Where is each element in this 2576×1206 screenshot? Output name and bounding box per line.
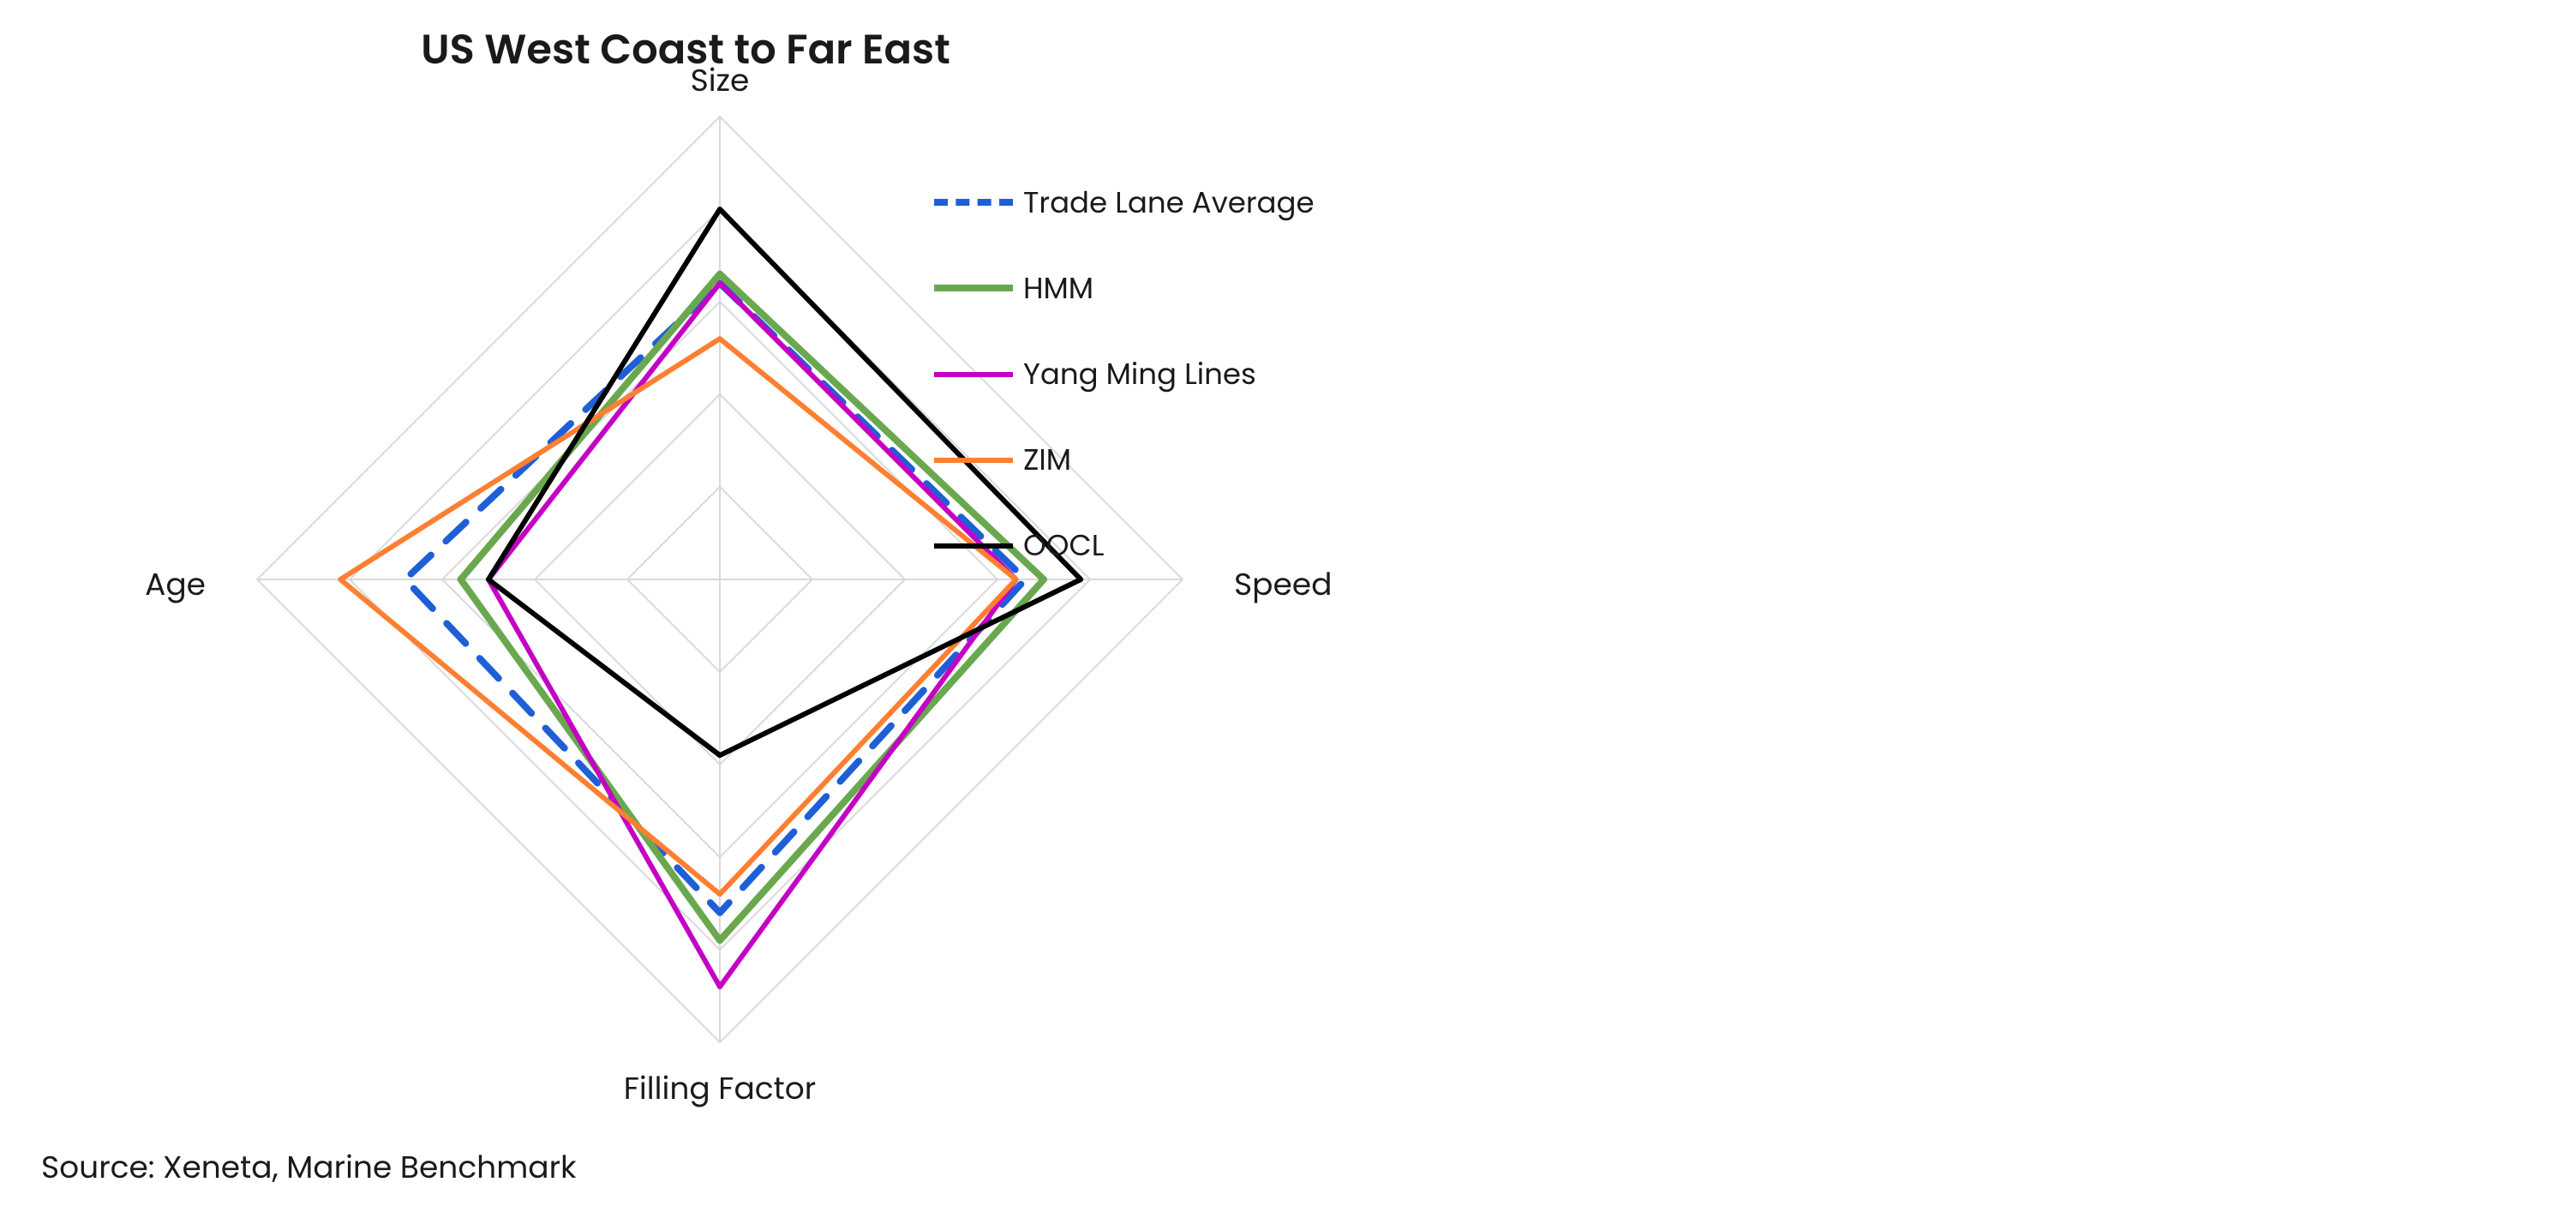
legend-swatch <box>934 457 1013 462</box>
axis-label-filling-factor: Filling Factor <box>514 1066 926 1113</box>
legend-label: Trade Lane Average <box>1023 180 1315 225</box>
legend-swatch <box>934 543 1013 548</box>
axis-label-age: Age <box>145 562 206 609</box>
legend-label: HMM <box>1023 266 1093 310</box>
legend-item-hmm: HMM <box>934 266 1380 310</box>
legend-label: Yang Ming Lines <box>1023 351 1256 396</box>
source-note: Source: Xeneta, Marine Benchmark <box>41 1145 577 1191</box>
legend-swatch <box>934 371 1013 376</box>
legend-item-trade-lane-average: Trade Lane Average <box>934 180 1380 225</box>
legend-swatch <box>934 199 1013 206</box>
legend-item-zim: ZIM <box>934 437 1380 482</box>
legend-label: OOCL <box>1023 523 1104 567</box>
legend-swatch <box>934 285 1013 291</box>
legend-item-oocl: OOCL <box>934 523 1380 567</box>
legend-item-yang-ming-lines: Yang Ming Lines <box>934 351 1380 396</box>
legend: Trade Lane Average HMM Yang Ming Lines ZIM O… <box>934 180 1380 609</box>
series-zim <box>340 339 1015 894</box>
axis-label-size: Size <box>514 58 926 105</box>
axis-label-speed: Speed <box>1234 562 1332 609</box>
legend-label: ZIM <box>1023 437 1071 482</box>
